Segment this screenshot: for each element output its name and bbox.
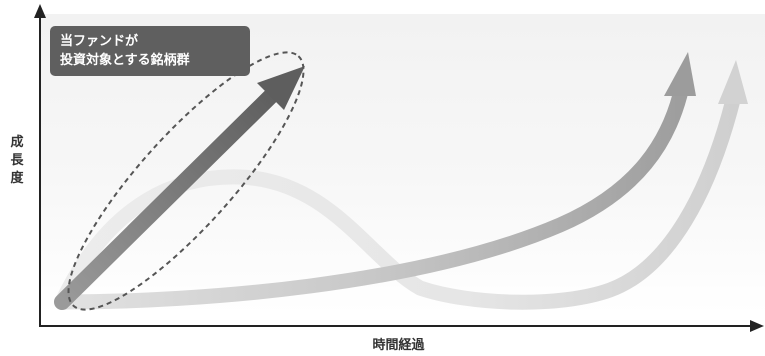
target-fund-callout: 当ファンドが 投資対象とする銘柄群 (50, 26, 250, 76)
light-wave-arrowhead (718, 60, 748, 104)
x-axis-label: 時間経過 (372, 338, 425, 353)
callout-line-1: 当ファンドが (60, 34, 139, 49)
x-axis-arrowhead (750, 320, 764, 332)
target-fund-arrowhead (257, 66, 305, 110)
y-axis-label: 成 長 度 (8, 134, 26, 188)
y-axis-label-char: 長 (10, 153, 24, 168)
target-fund-arrow (54, 66, 305, 310)
callout-line-2: 投資対象とする銘柄群 (60, 53, 190, 68)
highlight-dashed-ellipse (67, 51, 305, 311)
y-axis-arrowhead (34, 4, 46, 18)
mid-growth-arrowhead (664, 52, 696, 96)
x-axis-label-wrap: 時間経過 (0, 334, 765, 353)
mid-growth-curve (54, 52, 696, 310)
y-axis-label-char: 度 (10, 171, 24, 186)
y-axis-label-char: 成 (10, 135, 24, 150)
